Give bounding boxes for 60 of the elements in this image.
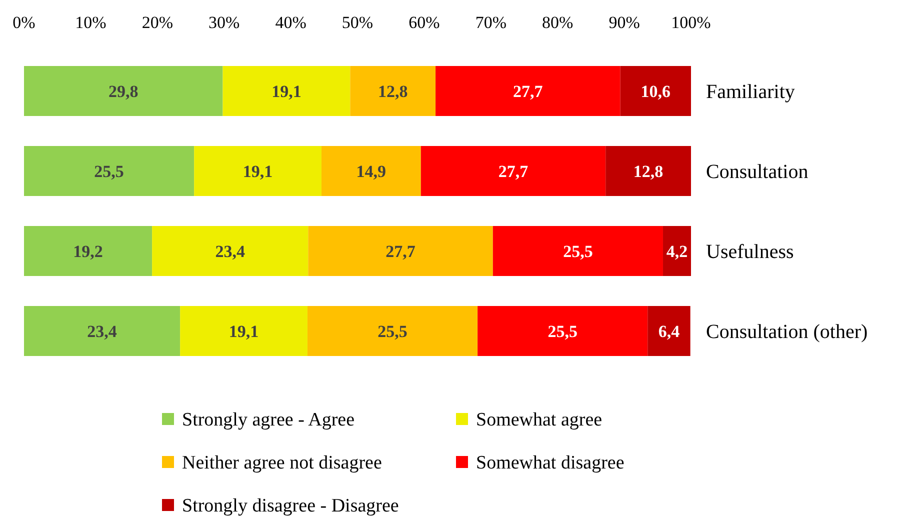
y-tick-label: Usefulness <box>706 241 794 263</box>
legend-label: Somewhat disagree <box>476 452 624 474</box>
data-label: 25,5 <box>548 322 578 341</box>
data-label: 19,1 <box>242 162 273 181</box>
data-label: 25,5 <box>563 242 593 261</box>
bar <box>420 146 606 196</box>
bar <box>606 146 691 196</box>
bar <box>492 226 663 276</box>
x-tick-label: 0% <box>12 12 36 32</box>
legend-label: Strongly disagree - Disagree <box>182 496 399 517</box>
bar <box>194 146 322 196</box>
x-tick-label: 10% <box>75 12 106 32</box>
bar <box>648 306 690 356</box>
data-label: 25,5 <box>378 322 408 341</box>
bar <box>662 226 691 276</box>
x-tick-label: 90% <box>608 12 640 32</box>
data-label: 6,4 <box>658 322 680 341</box>
y-tick-label: Consultation (other) <box>706 321 868 343</box>
x-tick-label: 30% <box>208 12 240 32</box>
bar <box>350 66 436 116</box>
data-label: 14,9 <box>356 162 386 181</box>
bar <box>24 306 180 356</box>
x-tick-label: 80% <box>542 12 574 32</box>
bar <box>24 146 194 196</box>
data-label: 19,2 <box>73 242 103 261</box>
bar <box>152 226 308 276</box>
data-label: 27,7 <box>386 242 416 261</box>
data-label: 10,6 <box>640 82 671 101</box>
bar <box>620 66 691 116</box>
data-label: 19,1 <box>272 82 302 101</box>
data-label: 29,8 <box>108 82 138 101</box>
bar <box>436 66 620 116</box>
legend-label: Strongly agree - Agree <box>182 410 355 431</box>
x-tick-label: 60% <box>408 12 440 32</box>
y-tick-label: Familiarity <box>706 81 795 103</box>
bar <box>321 146 421 196</box>
bar <box>180 306 308 356</box>
bar <box>478 306 648 356</box>
data-label: 19,1 <box>228 322 259 341</box>
data-label: 12,8 <box>633 162 664 181</box>
data-label: 23,4 <box>215 242 246 261</box>
legend-label: Neither agree not disagree <box>182 452 382 474</box>
y-tick-label: Consultation <box>706 161 808 183</box>
x-tick-label: 20% <box>142 12 173 32</box>
bar <box>24 226 152 276</box>
data-label: 12,8 <box>378 82 408 101</box>
x-tick-label: 70% <box>475 12 506 32</box>
legend-label: Somewhat agree <box>476 410 602 431</box>
data-label: 27,7 <box>498 162 529 181</box>
bar <box>222 66 350 116</box>
data-label: 25,5 <box>94 162 124 181</box>
x-tick-label: 100% <box>671 12 711 32</box>
data-label: 23,4 <box>87 322 118 341</box>
x-tick-label: 50% <box>342 12 374 32</box>
bar <box>307 306 478 356</box>
bar <box>24 66 223 116</box>
data-label: 27,7 <box>513 82 544 101</box>
bar <box>308 226 493 276</box>
x-tick-label: 40% <box>275 12 306 32</box>
data-label: 4,2 <box>666 242 688 261</box>
